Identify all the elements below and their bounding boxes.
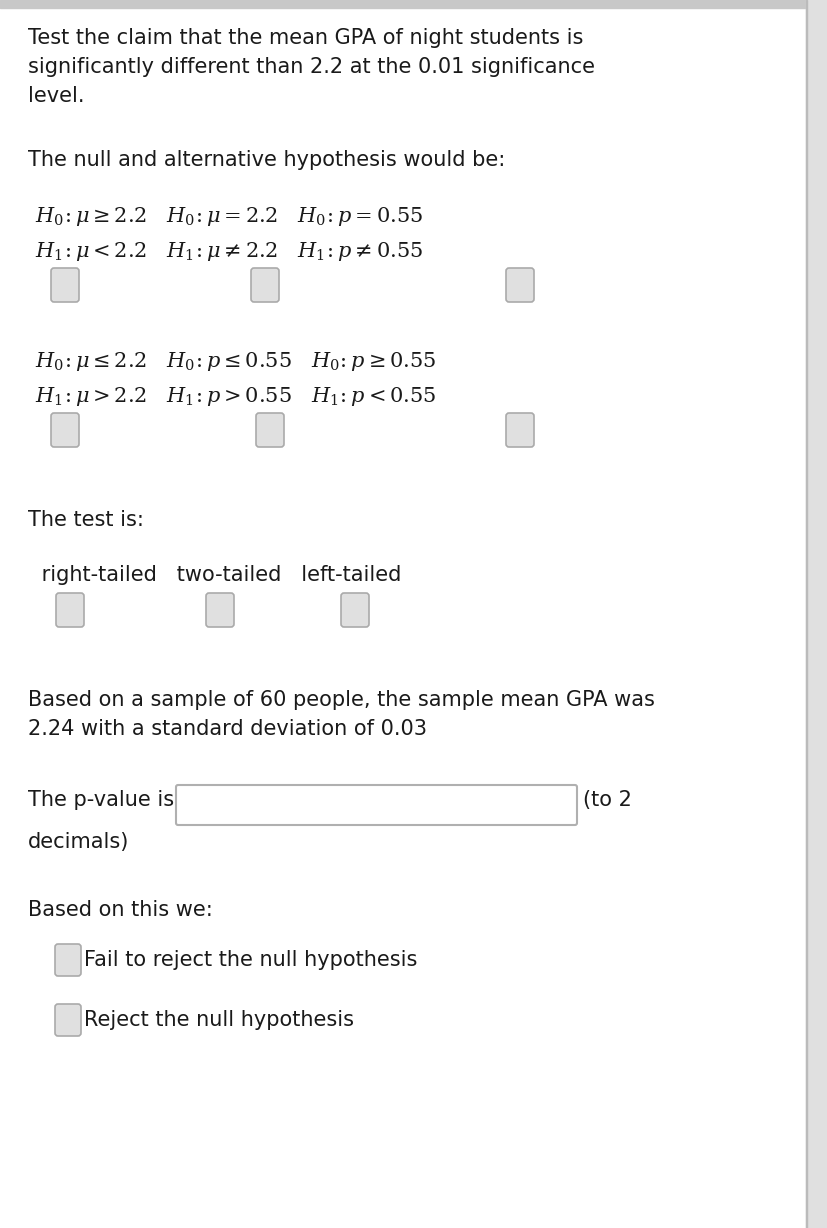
Text: The test is:: The test is: — [28, 510, 144, 530]
FancyBboxPatch shape — [51, 413, 79, 447]
FancyBboxPatch shape — [176, 785, 576, 825]
Text: The null and alternative hypothesis would be:: The null and alternative hypothesis woul… — [28, 150, 504, 169]
Text: $H_1\!:\mu < 2.2\quad H_1\!:\mu \neq 2.2\quad H_1\!:p \neq 0.55$: $H_1\!:\mu < 2.2\quad H_1\!:\mu \neq 2.2… — [35, 239, 423, 263]
FancyBboxPatch shape — [341, 593, 369, 628]
FancyBboxPatch shape — [256, 413, 284, 447]
Bar — [0, 0, 827, 9]
Bar — [805, 0, 806, 1228]
Text: Test the claim that the mean GPA of night students is
significantly different th: Test the claim that the mean GPA of nigh… — [28, 28, 595, 106]
Bar — [805, 0, 827, 1228]
Text: right-tailed   two-tailed   left-tailed: right-tailed two-tailed left-tailed — [35, 565, 401, 585]
FancyBboxPatch shape — [56, 593, 84, 628]
FancyBboxPatch shape — [55, 1005, 81, 1036]
Text: Based on this we:: Based on this we: — [28, 900, 213, 920]
FancyBboxPatch shape — [505, 268, 533, 302]
Text: decimals): decimals) — [28, 833, 129, 852]
Text: (to 2: (to 2 — [582, 790, 631, 810]
FancyBboxPatch shape — [51, 268, 79, 302]
Text: Reject the null hypothesis: Reject the null hypothesis — [84, 1009, 354, 1030]
Text: The p-value is:: The p-value is: — [28, 790, 181, 810]
Text: $H_0\!:\mu \geq 2.2\quad H_0\!:\mu = 2.2\quad H_0\!:p = 0.55$: $H_0\!:\mu \geq 2.2\quad H_0\!:\mu = 2.2… — [35, 205, 423, 228]
Text: Fail to reject the null hypothesis: Fail to reject the null hypothesis — [84, 950, 417, 970]
Text: $H_0\!:\mu \leq 2.2\quad H_0\!:p \leq 0.55\quad H_0\!:p \geq 0.55$: $H_0\!:\mu \leq 2.2\quad H_0\!:p \leq 0.… — [35, 350, 436, 373]
FancyBboxPatch shape — [251, 268, 279, 302]
Text: $H_1\!:\mu > 2.2\quad H_1\!:p > 0.55\quad H_1\!:p < 0.55$: $H_1\!:\mu > 2.2\quad H_1\!:p > 0.55\qua… — [35, 386, 436, 408]
FancyBboxPatch shape — [206, 593, 234, 628]
Text: Based on a sample of 60 people, the sample mean GPA was
2.24 with a standard dev: Based on a sample of 60 people, the samp… — [28, 690, 654, 739]
FancyBboxPatch shape — [505, 413, 533, 447]
FancyBboxPatch shape — [55, 944, 81, 976]
